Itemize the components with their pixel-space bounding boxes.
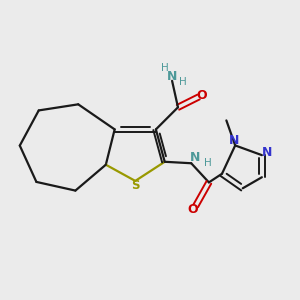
Text: H: H — [161, 63, 169, 74]
Text: H: H — [203, 158, 211, 168]
Text: N: N — [190, 151, 200, 164]
Text: N: N — [167, 70, 177, 83]
Text: H: H — [178, 77, 186, 87]
Text: S: S — [132, 179, 140, 192]
Text: N: N — [229, 134, 239, 147]
Text: N: N — [262, 146, 272, 159]
Text: O: O — [197, 89, 207, 102]
Text: O: O — [188, 203, 198, 216]
